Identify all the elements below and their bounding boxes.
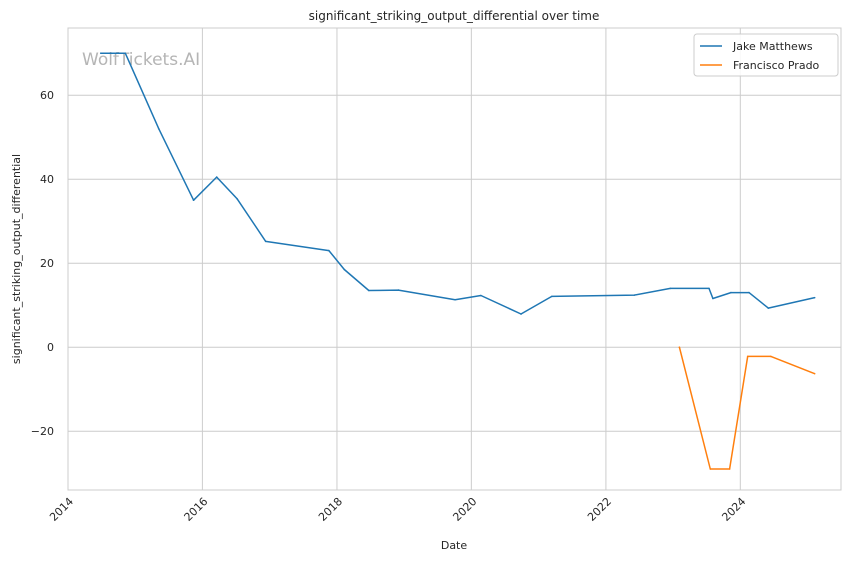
plot-frame	[67, 27, 842, 491]
data-point-jake-matthews	[712, 297, 714, 300]
x-axis-label: Date	[441, 539, 468, 552]
data-point-jake-matthews	[480, 294, 482, 297]
data-point-jake-matthews	[454, 298, 456, 301]
data-point-jake-matthews	[633, 294, 636, 296]
series-layer	[99, 52, 816, 470]
data-point-jake-matthews	[124, 52, 127, 54]
grid-lines	[67, 28, 841, 490]
data-point-jake-matthews	[397, 289, 400, 291]
legend-label-jake-matthews: Jake Matthews	[732, 40, 813, 53]
y-tick-label: 60	[40, 89, 54, 102]
data-point-jake-matthews	[328, 249, 330, 252]
y-tick-label: −20	[31, 425, 54, 438]
watermark-text: WolfTickets.AI	[82, 50, 200, 70]
data-point-francisco-prado	[709, 468, 712, 470]
data-point-jake-matthews	[368, 289, 370, 292]
data-point-jake-matthews	[264, 240, 267, 243]
data-point-francisco-prado	[728, 468, 731, 470]
y-tick-label: 40	[40, 173, 54, 186]
chart-title: significant_striking_output_differential…	[309, 9, 600, 23]
data-point-jake-matthews	[343, 268, 346, 271]
data-point-jake-matthews	[520, 313, 522, 315]
data-point-jake-matthews	[748, 291, 750, 294]
data-point-francisco-prado	[813, 372, 816, 375]
y-tick-label: 20	[40, 257, 54, 270]
data-point-jake-matthews	[708, 287, 710, 290]
y-tick-labels: −20 0 20 40 60	[31, 89, 54, 438]
data-point-jake-matthews	[192, 199, 195, 201]
legend-box	[693, 33, 839, 77]
series-line-francisco-prado	[678, 347, 815, 470]
legend-label-francisco-prado: Francisco Prado	[733, 59, 820, 72]
data-point-jake-matthews	[767, 307, 770, 309]
data-point-jake-matthews	[550, 295, 553, 298]
data-point-francisco-prado	[678, 346, 681, 349]
data-point-francisco-prado	[770, 355, 772, 358]
y-tick-label: 0	[47, 341, 54, 354]
y-axis-label: significant_striking_output_differential	[10, 154, 23, 364]
data-point-jake-matthews	[157, 128, 160, 130]
data-point-jake-matthews	[215, 176, 218, 178]
data-point-francisco-prado	[746, 355, 749, 358]
data-point-jake-matthews	[730, 291, 732, 294]
data-point-jake-matthews	[236, 198, 238, 200]
data-point-jake-matthews	[813, 296, 816, 299]
data-point-jake-matthews	[99, 52, 102, 54]
legend: Jake Matthews Francisco Prado	[693, 33, 839, 77]
data-point-jake-matthews	[669, 287, 672, 290]
